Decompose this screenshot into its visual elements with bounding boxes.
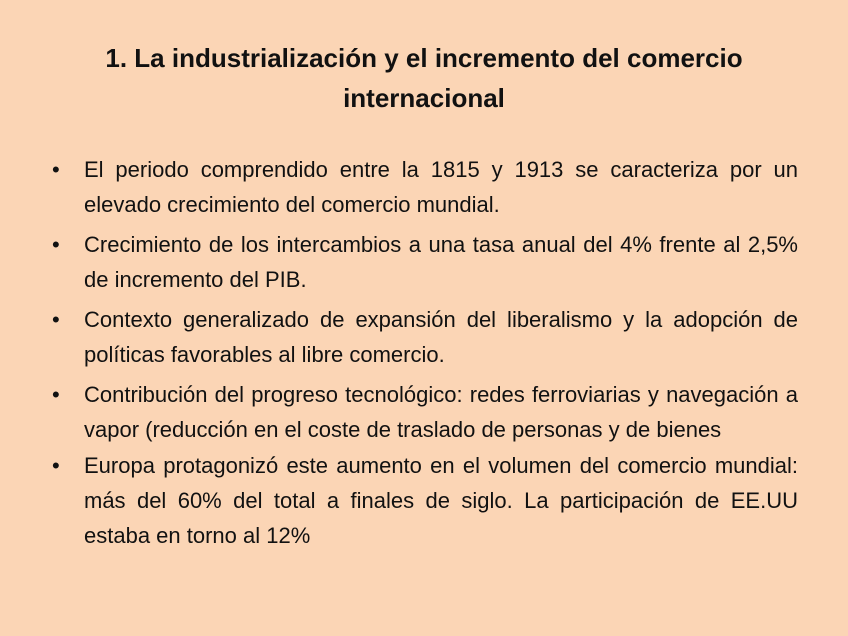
bullet-icon: •: [52, 307, 60, 332]
bullet-list: • El periodo comprendido entre la 1815 y …: [44, 152, 798, 558]
bullet-icon: •: [52, 453, 60, 478]
bullet-text: Europa protagonizó este aumento en el vo…: [84, 453, 798, 548]
bullet-text: Contexto generalizado de expansión del l…: [84, 307, 798, 367]
bullet-icon: •: [52, 157, 60, 182]
bullet-item: • Crecimiento de los intercambios a una …: [44, 227, 798, 297]
bullet-item: • Europa protagonizó este aumento en el v…: [44, 448, 798, 553]
bullet-item: • Contexto generalizado de expansión del …: [44, 302, 798, 372]
slide-title: 1. La industrialización y el incremento …: [105, 43, 743, 113]
bullet-item: • Contribución del progreso tecnológico: …: [44, 377, 798, 447]
bullet-icon: •: [52, 382, 60, 407]
bullet-text: Contribución del progreso tecnológico: r…: [84, 382, 798, 442]
bullet-text: Crecimiento de los intercambios a una ta…: [84, 232, 798, 292]
bullet-icon: •: [52, 232, 60, 257]
bullet-text: El periodo comprendido entre la 1815 y 1…: [84, 157, 798, 217]
bullet-item: • El periodo comprendido entre la 1815 y …: [44, 152, 798, 222]
